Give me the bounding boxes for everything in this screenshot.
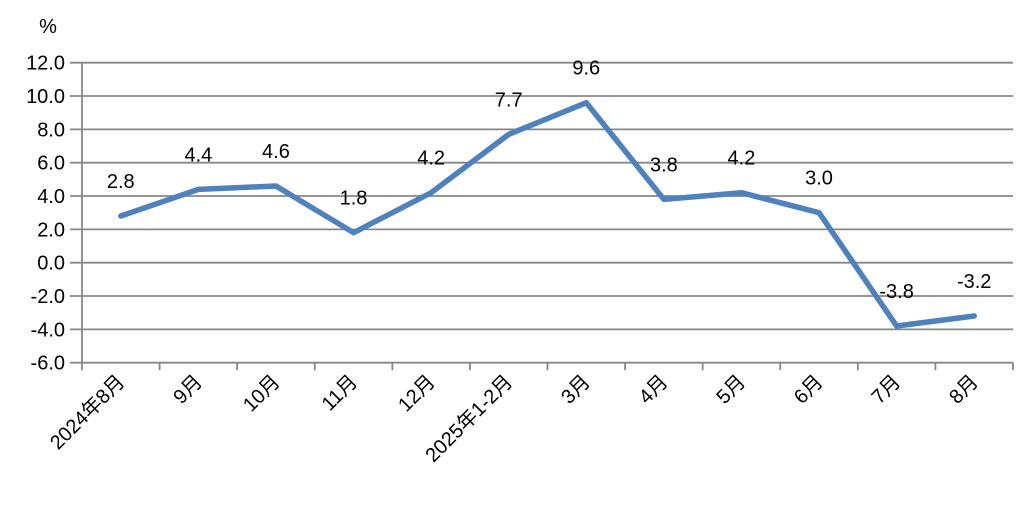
- data-label: 2.8: [107, 171, 135, 193]
- x-tick-label: 5月: [712, 371, 750, 409]
- data-label: 4.4: [184, 144, 212, 166]
- data-label: 4.6: [262, 141, 290, 163]
- data-label: 9.6: [572, 58, 600, 80]
- data-label: 4.2: [728, 148, 756, 170]
- x-tick-label: 7月: [868, 371, 906, 409]
- x-tick-label: 10月: [239, 371, 284, 416]
- data-label: 7.7: [495, 89, 523, 111]
- data-series-layer: [118, 99, 977, 329]
- x-tick-label: 11月: [318, 371, 362, 415]
- data-series-line: [118, 99, 977, 329]
- y-tick-label: 2.0: [37, 219, 65, 241]
- x-tick-label: 4月: [635, 371, 673, 409]
- data-label: 3.0: [805, 168, 833, 190]
- y-tick-label: 0.0: [37, 253, 65, 275]
- x-tick-label: 9月: [169, 371, 207, 409]
- data-label: 4.2: [417, 148, 445, 170]
- y-axis-tick-labels: 12.0 10.0 8.0 6.0 4.0 2.0 0.0 -2.0 -4.0 -6.0: [26, 53, 65, 375]
- data-label: -3.2: [957, 271, 991, 293]
- axis-layer: [81, 62, 1014, 371]
- y-tick-label: 8.0: [37, 119, 65, 141]
- x-tick-label: 12月: [394, 371, 439, 416]
- x-tick-label: 8月: [945, 371, 983, 409]
- data-label: -3.8: [879, 281, 913, 303]
- y-tick-label: 4.0: [37, 186, 65, 208]
- y-tick-label: -2.0: [31, 286, 65, 308]
- x-tick-label: 3月: [557, 371, 595, 409]
- y-tick-label: -6.0: [31, 353, 65, 375]
- y-tick-label: 10.0: [26, 86, 65, 108]
- data-label-layer: 2.8 4.4 4.6 1.8 4.2 7.7 9.6 3.8 4.2 3.0 -3.8 -3.2: [107, 58, 992, 303]
- y-tick-label: 12.0: [26, 53, 65, 75]
- data-label: 3.8: [650, 154, 678, 176]
- x-tick-label: 6月: [790, 371, 828, 409]
- gridline-layer: [70, 61, 1013, 364]
- data-label: 1.8: [340, 188, 368, 210]
- y-axis-unit-label: %: [39, 16, 57, 38]
- y-tick-label: -4.0: [31, 319, 65, 341]
- y-tick-label: 6.0: [37, 153, 65, 175]
- x-tick-label: 2024年8月: [45, 370, 129, 454]
